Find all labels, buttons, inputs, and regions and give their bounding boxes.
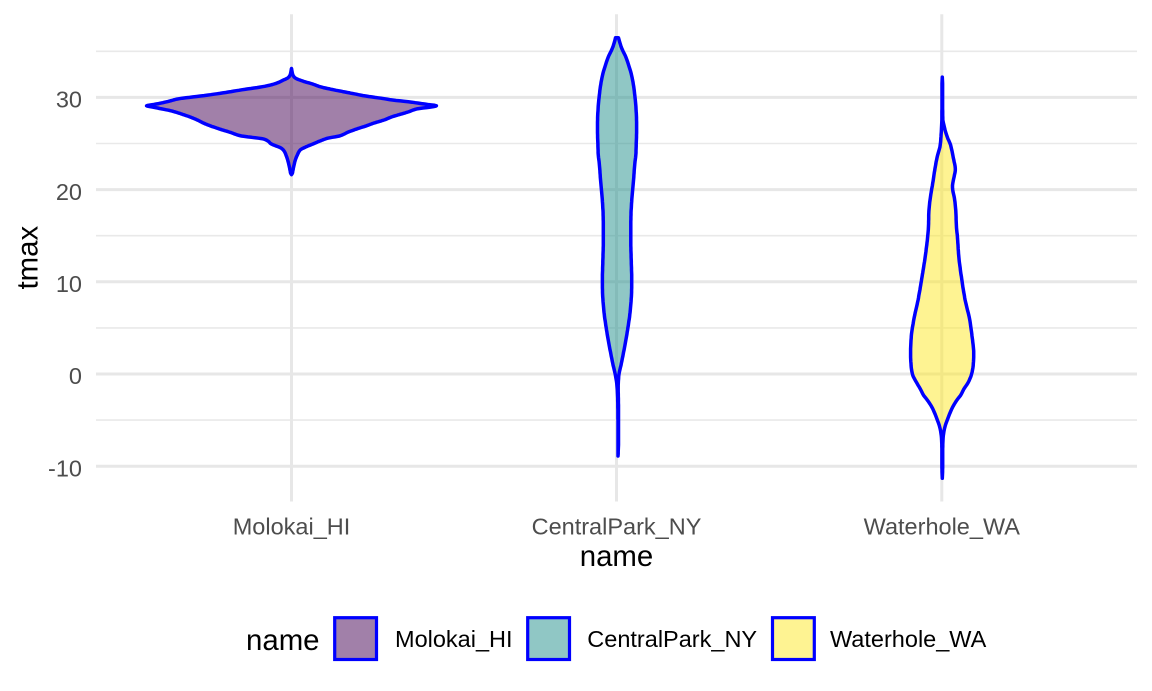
svg-text:Molokai_HI: Molokai_HI bbox=[395, 626, 513, 652]
svg-text:30: 30 bbox=[56, 87, 82, 113]
svg-text:0: 0 bbox=[69, 363, 82, 389]
svg-text:tmax: tmax bbox=[11, 226, 44, 290]
svg-text:CentralPark_NY: CentralPark_NY bbox=[587, 626, 757, 652]
svg-text:CentralPark_NY: CentralPark_NY bbox=[532, 514, 702, 540]
svg-text:name: name bbox=[580, 540, 654, 573]
svg-text:20: 20 bbox=[56, 179, 82, 205]
svg-text:Molokai_HI: Molokai_HI bbox=[233, 514, 351, 540]
svg-text:Waterhole_WA: Waterhole_WA bbox=[864, 514, 1021, 540]
svg-text:-10: -10 bbox=[48, 455, 82, 481]
svg-text:Waterhole_WA: Waterhole_WA bbox=[830, 626, 987, 652]
svg-text:10: 10 bbox=[56, 271, 82, 297]
svg-text:name: name bbox=[246, 624, 320, 657]
